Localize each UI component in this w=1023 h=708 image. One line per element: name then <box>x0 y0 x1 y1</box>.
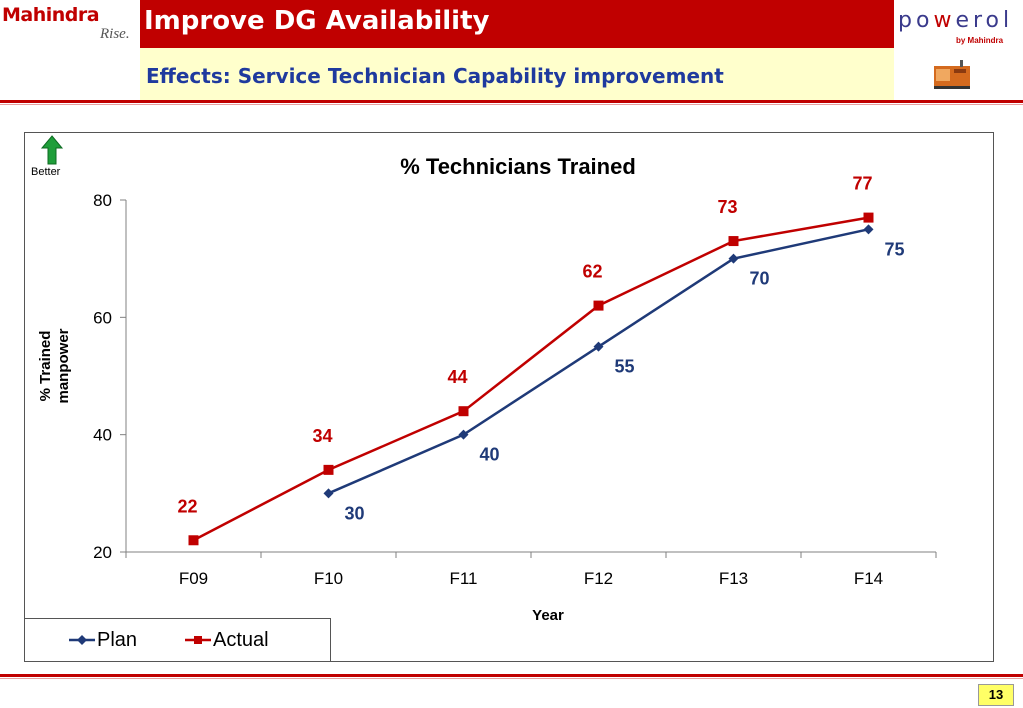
data-point-actual <box>593 300 604 311</box>
x-tick-label: F12 <box>584 569 613 588</box>
better-label: Better <box>31 166 61 178</box>
mahindra-logo: Mahindra Rise. <box>0 0 140 48</box>
powerol-logo: powerol by Mahindra <box>896 0 1023 100</box>
y-axis-label: % Trainedmanpower <box>37 328 72 403</box>
header-divider <box>0 100 1023 103</box>
legend-plan-label: Plan <box>97 629 138 651</box>
generator-icon <box>934 60 970 89</box>
y-tick-label: 80 <box>93 191 112 210</box>
chart-title: % Technicians Trained <box>400 154 636 179</box>
legend-actual-marker <box>185 636 211 644</box>
brand-tagline: Rise. <box>100 26 130 42</box>
data-point-actual <box>863 212 874 223</box>
partner-by-text: by Mahindra <box>956 36 1004 45</box>
x-tick-label: F13 <box>719 569 748 588</box>
data-point-plan <box>863 224 874 235</box>
x-axis-label: Year <box>532 607 564 624</box>
page-number: 13 <box>978 684 1014 706</box>
data-label-actual: 62 <box>582 262 602 282</box>
data-point-actual <box>458 406 469 417</box>
header-divider-shadow <box>0 104 1023 105</box>
data-point-plan <box>458 429 469 440</box>
x-tick-label: F09 <box>179 569 208 588</box>
data-point-actual <box>323 464 334 475</box>
data-label-plan: 40 <box>479 445 499 465</box>
legend-plan-marker <box>69 635 95 645</box>
slide-subtitle: Effects: Service Technician Capability i… <box>146 64 724 88</box>
data-point-actual <box>728 236 739 247</box>
data-point-plan <box>728 253 739 264</box>
x-tick-label: F11 <box>449 569 477 588</box>
data-label-plan: 30 <box>344 503 364 523</box>
data-label-actual: 77 <box>852 174 872 194</box>
y-tick-label: 20 <box>93 543 112 562</box>
up-arrow-icon <box>40 135 64 165</box>
data-label-actual: 44 <box>447 367 467 387</box>
title-bar: Improve DG Availability <box>140 0 894 48</box>
chart-frame <box>24 132 994 662</box>
data-point-actual <box>188 535 199 546</box>
partner-logo-text: powerol <box>898 8 1014 33</box>
slide-title: Improve DG Availability <box>144 6 490 36</box>
y-tick-label: 60 <box>93 308 112 327</box>
series-line-actual <box>192 216 869 542</box>
data-label-actual: 22 <box>177 496 197 516</box>
x-tick-label: F14 <box>854 569 883 588</box>
y-tick-label: 40 <box>93 426 112 445</box>
footer-divider-shadow <box>0 678 1023 679</box>
data-point-plan <box>323 488 334 499</box>
better-badge: Better <box>29 134 75 180</box>
brand-name: Mahindra <box>2 4 100 26</box>
data-point-plan <box>593 341 604 352</box>
data-label-plan: 75 <box>884 239 904 259</box>
data-label-actual: 34 <box>312 426 332 446</box>
data-label-plan: 55 <box>614 357 634 377</box>
footer-divider <box>0 674 1023 677</box>
subtitle-bar: Effects: Service Technician Capability i… <box>140 48 894 100</box>
legend-actual-label: Actual <box>213 629 269 651</box>
x-tick-label: F10 <box>314 569 343 588</box>
data-label-actual: 73 <box>717 197 737 217</box>
data-label-plan: 70 <box>749 269 769 289</box>
chart-legend: Plan Actual <box>24 618 331 662</box>
